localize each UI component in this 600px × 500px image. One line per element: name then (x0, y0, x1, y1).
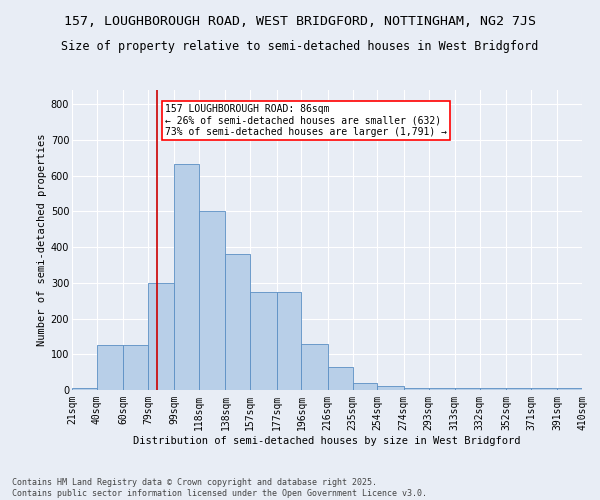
Bar (506, 388, 531, 390)
Text: 157, LOUGHBOROUGH ROAD, WEST BRIDGFORD, NOTTINGHAM, NG2 7JS: 157, LOUGHBOROUGH ROAD, WEST BRIDGFORD, … (64, 15, 536, 28)
Bar (174, 164, 199, 390)
Bar (301, 344, 328, 390)
Bar (123, 346, 148, 390)
Bar (148, 283, 174, 390)
Y-axis label: Number of semi-detached properties: Number of semi-detached properties (37, 134, 47, 346)
Bar (250, 292, 277, 390)
Bar (72, 388, 97, 390)
Text: Size of property relative to semi-detached houses in West Bridgford: Size of property relative to semi-detach… (61, 40, 539, 53)
Bar (377, 386, 404, 390)
Text: 157 LOUGHBOROUGH ROAD: 86sqm
← 26% of semi-detached houses are smaller (632)
73%: 157 LOUGHBOROUGH ROAD: 86sqm ← 26% of se… (165, 104, 447, 138)
Bar (353, 383, 377, 390)
Bar (277, 292, 301, 390)
Bar (199, 212, 226, 390)
X-axis label: Distribution of semi-detached houses by size in West Bridgford: Distribution of semi-detached houses by … (133, 436, 521, 446)
Bar (328, 367, 353, 390)
Bar (404, 388, 428, 390)
Bar (531, 388, 557, 390)
Bar (97, 346, 123, 390)
Bar (480, 388, 506, 390)
Text: Contains HM Land Registry data © Crown copyright and database right 2025.
Contai: Contains HM Land Registry data © Crown c… (12, 478, 427, 498)
Bar (455, 388, 480, 390)
Bar (226, 254, 250, 390)
Bar (557, 388, 582, 390)
Bar (428, 388, 455, 390)
